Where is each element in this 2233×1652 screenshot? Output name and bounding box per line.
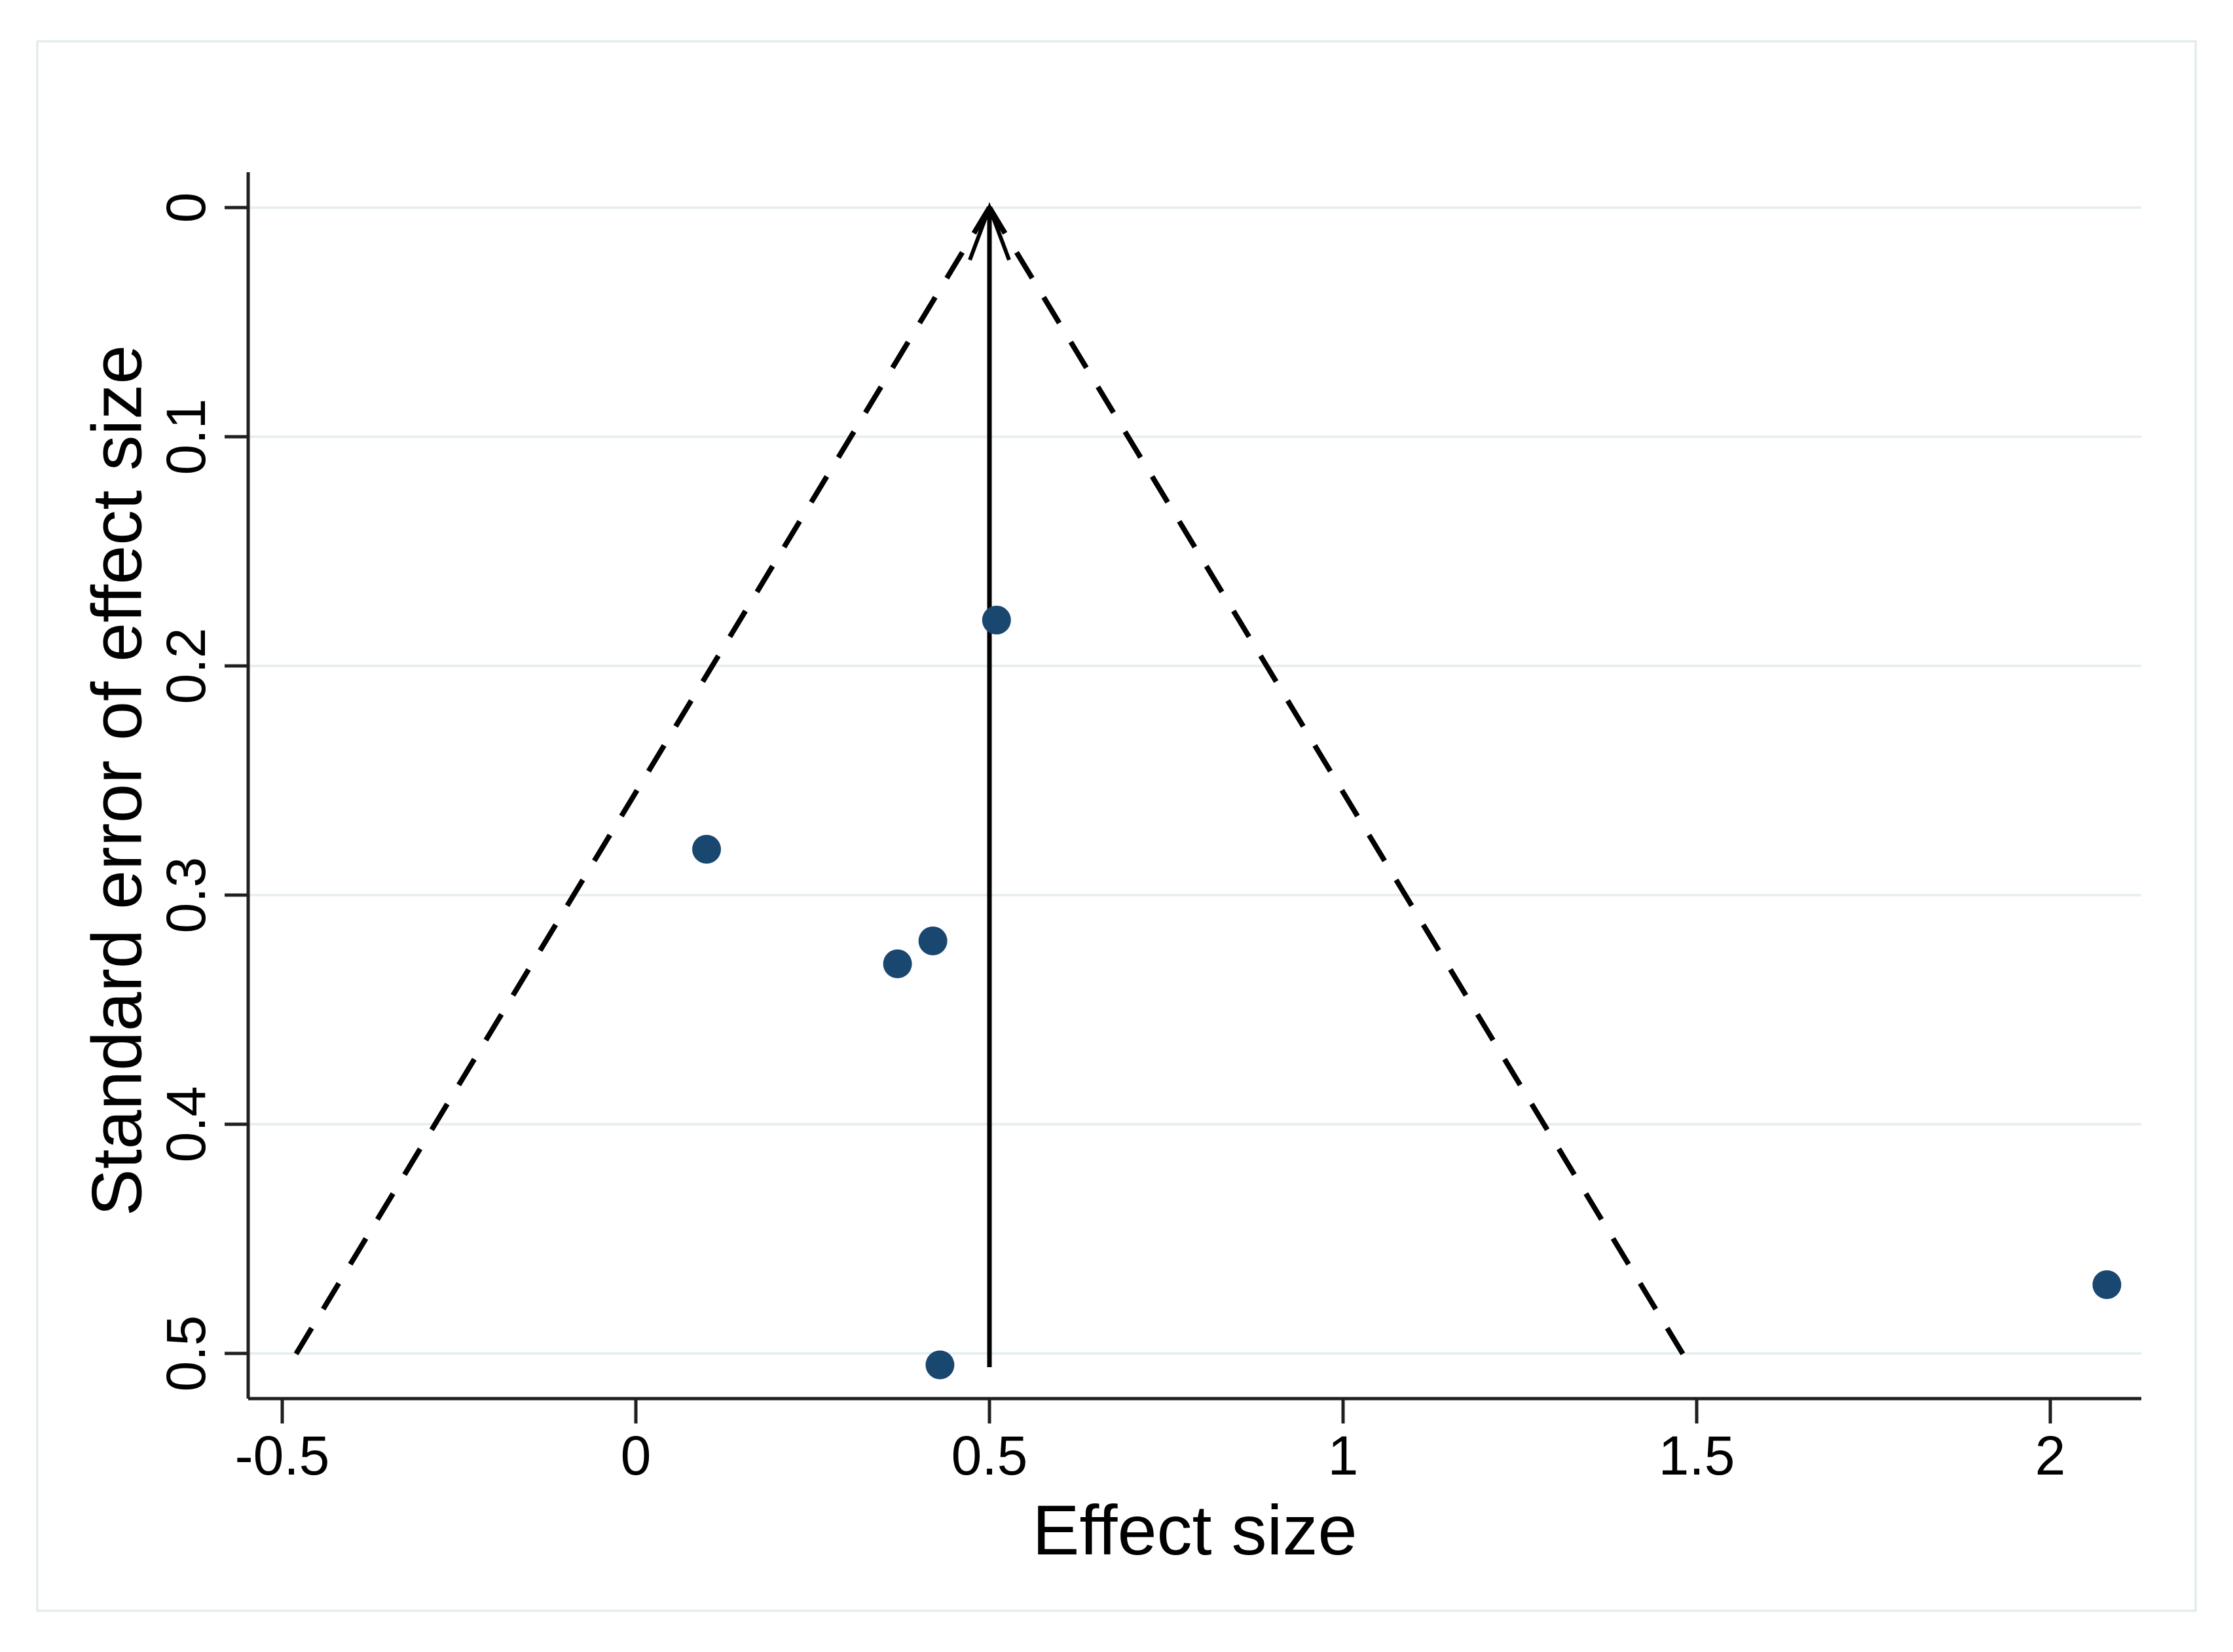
x-tick-label: -0.5	[235, 1425, 330, 1486]
x-tick-label: 2	[2035, 1425, 2066, 1486]
y-tick-label: 0.3	[155, 857, 217, 934]
ci-line-left	[286, 206, 992, 1369]
y-tick-label: 0.2	[155, 628, 217, 705]
data-point	[925, 1350, 955, 1380]
data-point	[2092, 1270, 2122, 1299]
data-point	[982, 606, 1011, 634]
data-point	[883, 949, 912, 978]
pooled-effect-arrowhead	[968, 202, 1011, 261]
x-tick-label: 1.5	[1659, 1425, 1735, 1486]
ci-line-right	[987, 206, 1693, 1369]
y-tick-label: 0.5	[155, 1315, 217, 1392]
x-tick-label: 1	[1328, 1425, 1359, 1486]
data-point	[692, 835, 721, 864]
data-point	[918, 927, 948, 955]
x-axis-title: Effect size	[1032, 1490, 1357, 1569]
x-tick-label: 0	[621, 1425, 652, 1486]
y-axis-title: Standard error of effect size	[77, 345, 157, 1217]
y-tick-label: 0.4	[155, 1086, 217, 1163]
x-tick-label: 0.5	[951, 1425, 1028, 1486]
figure-border	[36, 40, 2197, 1612]
y-tick-label: 0.1	[155, 399, 217, 475]
y-tick-label: 0	[155, 193, 217, 223]
